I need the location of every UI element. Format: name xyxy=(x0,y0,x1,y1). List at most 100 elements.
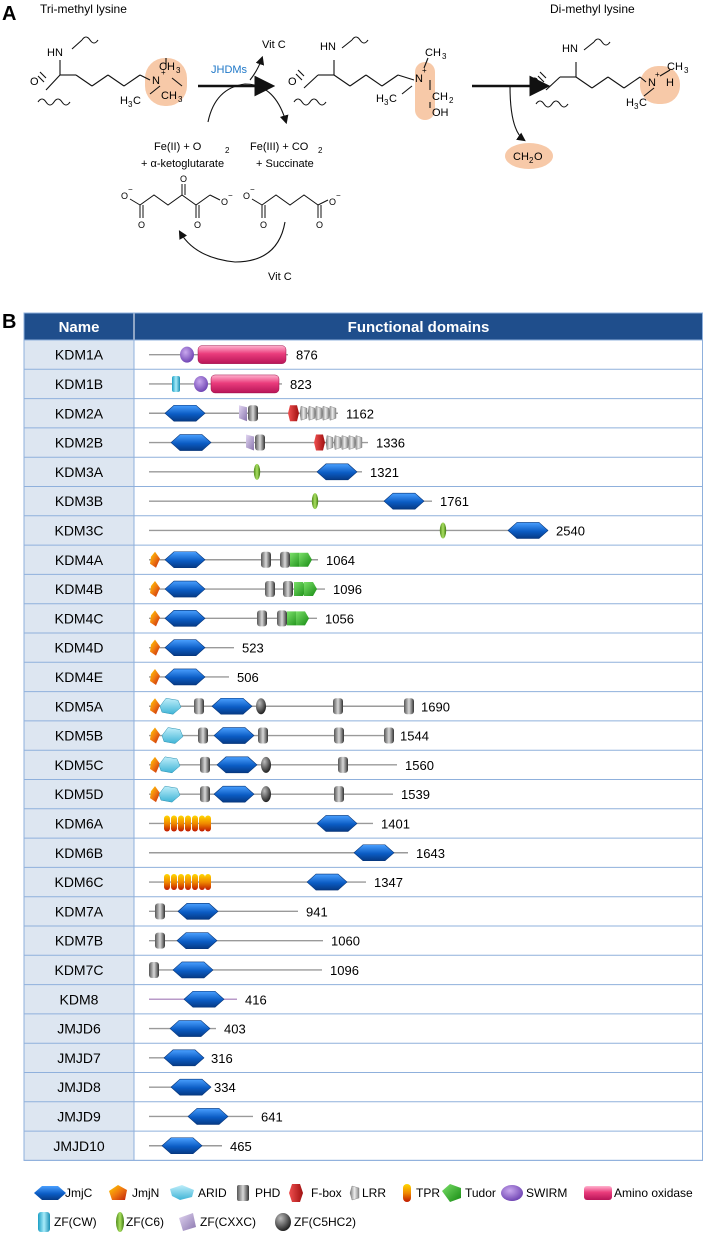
svg-text:−: − xyxy=(250,185,255,194)
name-cell xyxy=(24,515,134,546)
reactants-line1: Fe(II) + O xyxy=(154,141,202,153)
domain-track xyxy=(149,345,288,364)
tpr-domain xyxy=(171,874,177,891)
svg-text:CH: CH xyxy=(425,47,441,59)
domain-legend: JmjC JmjN ARID PHD F-box LRR TPR Tudor SWIRM Amin… xyxy=(34,1184,693,1232)
trimethyl-highlight xyxy=(145,58,187,106)
formaldehyde-highlight xyxy=(505,143,553,169)
arid-icon xyxy=(170,1185,194,1200)
protein-name: KDM3B xyxy=(55,493,103,509)
t1-hn: HN xyxy=(47,47,63,59)
tpr-domain xyxy=(171,815,177,832)
domain-track xyxy=(149,404,338,422)
jmjc-domain xyxy=(163,1049,205,1067)
jmjc-domain xyxy=(183,990,225,1008)
jmjn-domain xyxy=(150,581,160,598)
protein-length: 1096 xyxy=(333,582,362,597)
jmjn-icon xyxy=(109,1185,127,1200)
tudor-domain xyxy=(299,552,312,567)
t1-ch3-right: CH xyxy=(161,90,177,102)
table-row: JMJD10 465 xyxy=(24,1131,703,1161)
table-row: KDM4A 1064 xyxy=(24,545,703,575)
legend-item: PHD xyxy=(237,1185,281,1201)
protein-name: KDM2A xyxy=(55,405,104,421)
legend-item: ARID xyxy=(170,1185,227,1200)
svg-text:2: 2 xyxy=(449,96,454,105)
products-line1: Fe(III) + CO xyxy=(250,141,309,153)
protein-length: 641 xyxy=(261,1109,283,1124)
tpr-domain xyxy=(178,815,184,832)
tpr-domain xyxy=(185,874,191,891)
table-row: KDM4E 506 xyxy=(24,662,703,692)
t1-plus: + xyxy=(161,68,166,77)
protein-name: KDM4C xyxy=(54,610,103,626)
protein-name: KDM5D xyxy=(54,786,103,802)
phd-domain xyxy=(404,698,414,715)
legend-label: Tudor xyxy=(465,1186,496,1200)
legend-label: ZF(CW) xyxy=(54,1215,97,1229)
domain-track xyxy=(149,551,318,569)
legend-label: ZF(C5HC2) xyxy=(294,1215,356,1229)
jmjc-domain xyxy=(176,932,218,949)
protein-length: 1690 xyxy=(421,699,450,714)
lrr-icon xyxy=(349,1185,360,1201)
svg-text:H: H xyxy=(666,77,674,89)
phd-domain xyxy=(198,727,208,744)
svg-text:3: 3 xyxy=(684,66,689,75)
zf-cw-domain xyxy=(172,375,180,392)
tpr-icon xyxy=(403,1184,411,1202)
protein-name: KDM4D xyxy=(54,640,103,656)
zf-cxxc-domain xyxy=(246,434,254,451)
domain-track xyxy=(149,492,432,510)
tpr-domain xyxy=(199,815,205,832)
name-cell xyxy=(24,896,134,926)
t1-h3c: H xyxy=(120,95,128,107)
legend-item: Tudor xyxy=(442,1184,496,1202)
svg-text:C: C xyxy=(639,97,647,109)
protein-length: 403 xyxy=(224,1022,246,1037)
jmjc-domain xyxy=(383,492,425,510)
table-row: KDM4C 1056 xyxy=(24,603,703,633)
jmjc-domain xyxy=(306,873,348,891)
protein-name: JMJD10 xyxy=(53,1138,105,1154)
phd-domain xyxy=(149,961,159,978)
svg-text:O: O xyxy=(180,174,187,184)
protein-name: KDM6A xyxy=(55,815,104,831)
name-cell xyxy=(24,662,134,692)
protein-length: 1539 xyxy=(401,787,430,802)
protein-name: KDM5A xyxy=(55,698,104,714)
legend-item: ZF(C6) xyxy=(116,1212,164,1232)
domain-track xyxy=(149,815,373,832)
table-row: KDM5C 1560 xyxy=(24,750,703,780)
svg-text:O: O xyxy=(138,220,145,230)
hydroxymethyl-intermediate-structure xyxy=(293,36,431,108)
phd-domain xyxy=(283,581,293,598)
zf-c5hc2-domain xyxy=(261,786,271,803)
svg-text:O: O xyxy=(329,197,336,207)
svg-text:3: 3 xyxy=(176,66,181,75)
lrr-domain xyxy=(314,405,323,421)
protein-name: KDM3C xyxy=(54,522,103,538)
jmjc-domain xyxy=(164,610,206,627)
domain-track xyxy=(149,580,325,598)
name-cell xyxy=(24,838,134,868)
protein-name: KDM3A xyxy=(55,464,104,480)
protein-name: KDM7B xyxy=(55,933,103,949)
products-line2: + Succinate xyxy=(256,158,314,170)
legend-label: ZF(C6) xyxy=(126,1215,164,1229)
protein-name: JMJD9 xyxy=(57,1108,101,1124)
phd-domain xyxy=(200,786,210,803)
domain-cell xyxy=(134,1043,703,1073)
tpr-domain xyxy=(164,874,170,891)
svg-text:HN: HN xyxy=(320,41,336,53)
protein-name: JMJD6 xyxy=(57,1021,101,1037)
phd-domain xyxy=(248,405,258,422)
protein-length: 316 xyxy=(211,1051,233,1066)
jmjc-domain xyxy=(211,697,253,715)
name-cell xyxy=(24,984,134,1014)
tpr-domain xyxy=(205,815,211,832)
vitc-cycle-arrow xyxy=(178,221,286,263)
name-cell xyxy=(24,427,134,458)
legend-label: Amino oxidase xyxy=(614,1186,693,1200)
